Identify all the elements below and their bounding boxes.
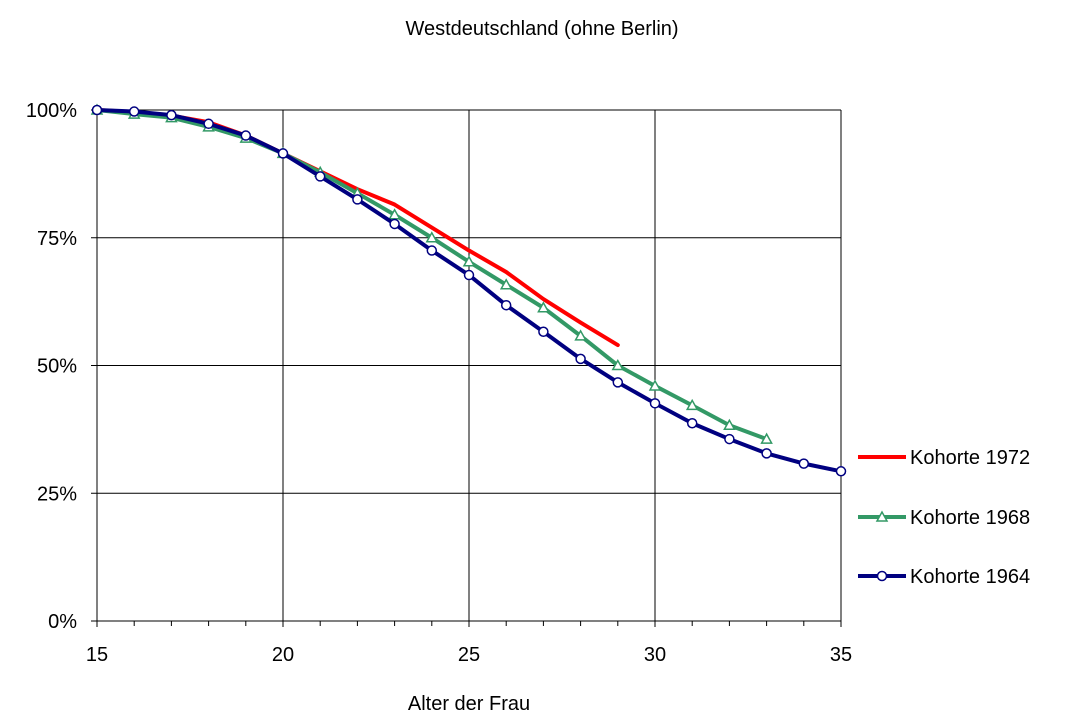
x-tick-label: 35 xyxy=(830,644,852,666)
data-point-circle xyxy=(91,104,103,116)
data-point-circle xyxy=(538,326,549,338)
legend-label: Kohorte 1972 xyxy=(910,447,1030,469)
legend-item: Kohorte 1972 xyxy=(858,447,1030,469)
legend-label: Kohorte 1968 xyxy=(910,507,1030,529)
data-point-circle xyxy=(203,118,214,130)
x-tick-label: 20 xyxy=(272,644,294,666)
data-point-circle xyxy=(876,570,888,582)
data-point-triangle xyxy=(499,278,513,290)
y-tick-label: 25% xyxy=(37,483,77,505)
x-tick-label: 30 xyxy=(644,644,666,666)
legend-label: Kohorte 1964 xyxy=(910,566,1030,588)
x-axis-label: Alter der Frau xyxy=(408,693,530,715)
legend-item: Kohorte 1968 xyxy=(858,507,1030,529)
data-point-triangle xyxy=(648,379,662,391)
x-axis-tick-labels: 15 20 25 30 35 xyxy=(86,644,852,666)
data-point-circle xyxy=(724,433,735,445)
data-point-triangle xyxy=(537,301,550,313)
data-point-circle xyxy=(798,458,810,469)
y-tick-label: 75% xyxy=(37,228,77,250)
data-point-triangle xyxy=(425,231,439,243)
legend: Kohorte 1972 Kohorte 1968 Kohorte 1964 xyxy=(858,447,1030,588)
x-tick-label: 15 xyxy=(86,644,108,666)
data-point-circle xyxy=(314,171,326,182)
data-point-circle xyxy=(426,245,438,256)
data-point-circle xyxy=(575,353,586,365)
chart-title: Westdeutschland (ohne Berlin) xyxy=(405,18,678,40)
series-lines xyxy=(90,103,847,477)
data-point-circle xyxy=(128,106,140,117)
data-point-triangle xyxy=(611,358,625,371)
data-point-circle xyxy=(352,194,363,205)
data-point-triangle xyxy=(462,255,476,267)
data-point-triangle xyxy=(760,432,773,444)
data-point-circle xyxy=(500,299,512,311)
data-point-circle xyxy=(761,448,772,459)
axes xyxy=(91,109,842,627)
y-tick-label: 100% xyxy=(26,100,77,122)
y-tick-label: 50% xyxy=(37,356,77,378)
data-point-circle xyxy=(835,466,847,477)
data-point-circle xyxy=(649,398,661,409)
data-point-circle xyxy=(612,377,624,388)
series-kohorte-1964 xyxy=(91,104,847,477)
data-point-triangle xyxy=(723,418,736,431)
grid-lines xyxy=(96,109,842,622)
legend-item: Kohorte 1964 xyxy=(858,566,1030,588)
y-tick-label: 0% xyxy=(48,611,77,633)
data-point-circle xyxy=(463,269,475,281)
x-tick-label: 25 xyxy=(458,644,480,666)
data-point-triangle xyxy=(875,510,889,522)
data-point-triangle xyxy=(574,329,587,341)
data-point-circle xyxy=(277,148,289,159)
y-axis-tick-labels: 0% 25% 50% 75% 100% xyxy=(26,100,77,633)
data-point-circle xyxy=(389,218,400,230)
data-point-circle xyxy=(240,130,252,141)
data-point-triangle xyxy=(685,398,699,411)
data-point-circle xyxy=(686,417,698,429)
data-point-circle xyxy=(166,109,177,121)
